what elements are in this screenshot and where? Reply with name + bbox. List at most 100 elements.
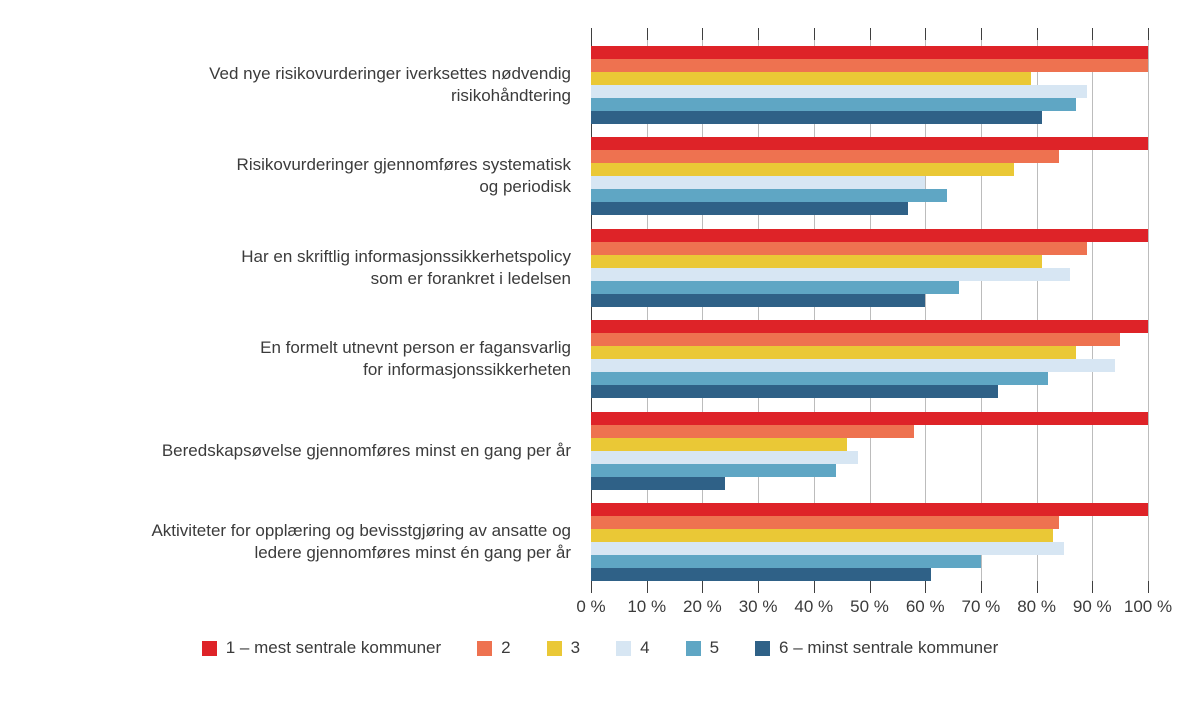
bar-series-2 xyxy=(591,516,1059,529)
category-label: Risikovurderinger gjennomføres systemati… xyxy=(236,154,571,196)
axis-tick xyxy=(1148,581,1149,593)
bar-series-4 xyxy=(591,268,1071,281)
bar-series-2 xyxy=(591,59,1148,72)
bar-series-6 xyxy=(591,568,931,581)
bar-group xyxy=(591,412,1148,490)
legend-item: 3 xyxy=(546,638,581,658)
bar-series-1 xyxy=(591,46,1148,59)
axis-tick xyxy=(980,581,982,593)
legend-label: 6 – minst sentrale kommuner xyxy=(779,638,999,657)
legend-label: 1 – mest sentrale kommuner xyxy=(225,638,442,657)
gridline xyxy=(702,40,704,581)
axis-tick xyxy=(869,28,871,40)
legend-label: 3 xyxy=(570,638,581,657)
x-tick-label: 70 % xyxy=(961,597,1001,616)
axis-tick xyxy=(1092,28,1094,40)
legend-item: 6 – minst sentrale kommuner xyxy=(755,638,998,658)
axis-tick xyxy=(758,581,760,593)
bar-series-3 xyxy=(591,529,1054,542)
legend-label: 2 xyxy=(501,638,511,657)
x-tick-label: 40 % xyxy=(794,597,834,616)
bar-series-6 xyxy=(591,477,725,490)
bar-series-4 xyxy=(591,359,1115,372)
category-label: En formelt utnevnt person er fagansvarli… xyxy=(260,337,571,379)
bar-series-6 xyxy=(591,294,926,307)
category-label: Har en skriftlig informasjonssikkerhetsp… xyxy=(241,246,571,288)
axis-tick xyxy=(758,28,760,40)
x-tick-label: 80 % xyxy=(1017,597,1056,616)
bar-series-4 xyxy=(591,542,1065,555)
gridline xyxy=(813,40,815,581)
bar-group xyxy=(591,503,1148,581)
bar-series-5 xyxy=(591,464,837,477)
bar-series-3 xyxy=(591,72,1032,85)
legend-swatch xyxy=(201,640,217,656)
bar-series-3 xyxy=(591,163,1015,176)
gridline xyxy=(925,40,927,581)
legend-item: 1 – mest sentrale kommuner xyxy=(201,638,442,658)
bar-group xyxy=(591,229,1148,307)
bar-series-3 xyxy=(591,346,1076,359)
axis-tick xyxy=(591,581,592,593)
category-label: Ved nye risikovurderinger iverksettes nø… xyxy=(209,63,571,105)
axis-tick xyxy=(925,581,927,593)
gridline xyxy=(1036,40,1038,581)
bar-series-5 xyxy=(591,555,981,568)
x-tick-label: 20 % xyxy=(683,597,722,616)
gridline xyxy=(869,40,871,581)
bar-series-2 xyxy=(591,425,915,438)
bar-series-3 xyxy=(591,438,848,451)
bar-series-1 xyxy=(591,412,1148,425)
bar-group xyxy=(591,320,1148,398)
legend-swatch xyxy=(755,640,771,656)
bar-group xyxy=(591,46,1148,124)
axis-tick xyxy=(1148,28,1149,40)
axis-tick xyxy=(813,28,815,40)
axis-tick xyxy=(702,28,704,40)
legend-item: 5 xyxy=(685,638,719,658)
x-tick-label: 50 % xyxy=(850,597,889,616)
x-tick-label: 100 % xyxy=(1123,597,1173,616)
axis-tick xyxy=(813,581,815,593)
bar-series-6 xyxy=(591,385,998,398)
axis-tick xyxy=(1036,28,1038,40)
bar-series-6 xyxy=(591,202,909,215)
x-tick-label: 90 % xyxy=(1072,597,1112,616)
axis-tick xyxy=(591,28,592,40)
bar-group xyxy=(591,137,1148,215)
axis-tick xyxy=(646,581,648,593)
gridline xyxy=(1148,40,1149,581)
axis-tick xyxy=(980,28,982,40)
category-label: Aktiviteter for opplæring og bevisstgjør… xyxy=(151,520,571,562)
bar-series-4 xyxy=(591,451,859,464)
x-tick-label: 30 % xyxy=(738,597,778,616)
gridline xyxy=(980,40,982,581)
x-tick-label: 0 % xyxy=(576,597,606,616)
x-tick-label: 60 % xyxy=(905,597,945,616)
axis-tick xyxy=(646,28,648,40)
bar-series-5 xyxy=(591,281,959,294)
bar-series-6 xyxy=(591,111,1043,124)
axis-tick xyxy=(1036,581,1038,593)
gridline xyxy=(758,40,760,581)
axis-tick xyxy=(869,581,871,593)
category-label: Beredskapsøvelse gjennomføres minst en g… xyxy=(161,440,571,460)
bar-series-1 xyxy=(591,137,1148,150)
legend-swatch xyxy=(477,640,493,656)
legend-swatch xyxy=(546,640,562,656)
category-labels: Ved nye risikovurderinger iverksettes nø… xyxy=(0,40,581,581)
bar-series-5 xyxy=(591,189,948,202)
legend-item: 4 xyxy=(616,638,650,658)
bar-series-2 xyxy=(591,150,1059,163)
axis-tick xyxy=(702,581,704,593)
legend-swatch xyxy=(685,640,701,656)
bar-series-1 xyxy=(591,320,1148,333)
bar-series-5 xyxy=(591,98,1076,111)
bar-series-5 xyxy=(591,372,1048,385)
legend-item: 2 xyxy=(477,638,511,658)
bar-series-2 xyxy=(591,242,1087,255)
bar-series-4 xyxy=(591,85,1087,98)
bar-series-1 xyxy=(591,503,1148,516)
legend: 1 – mest sentrale kommuner 2 3 4 5 6 – minst … xyxy=(0,638,1200,658)
